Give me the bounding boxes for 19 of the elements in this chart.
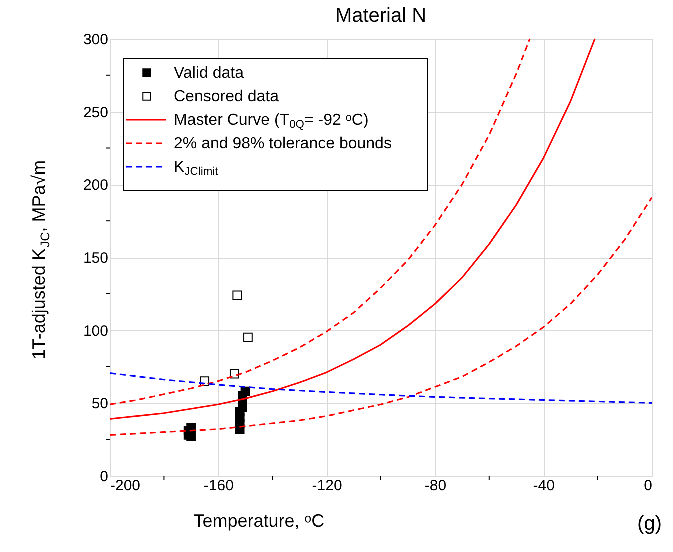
y-tick-label: 250 [83,104,108,122]
legend-label: Censored data [174,88,280,106]
x-tick-label: 0 [644,478,652,494]
chart-title: Material N [335,5,427,27]
x-axis-title: Temperature, ᵒC [194,511,325,531]
x-tick-label: -80 [424,478,447,494]
y-tick-label: 150 [83,250,108,267]
x-tick-label: -200 [110,478,141,494]
y-tick-label: 100 [83,322,108,340]
x-tick-label: -40 [533,478,555,494]
x-tick-label: -120 [312,478,342,494]
y-axis-title: 1T-adjusted KJC, MPa√m [29,160,52,360]
y-tick-label: 50 [92,396,108,413]
legend-label: Valid data [174,65,244,82]
text: (g) [638,513,662,535]
y-tick-label: 200 [83,177,108,194]
x-tick-label: -160 [204,478,234,494]
y-tick-label: 300 [83,32,108,48]
legend-label: 2% and 98% tolerance bounds [174,136,392,152]
